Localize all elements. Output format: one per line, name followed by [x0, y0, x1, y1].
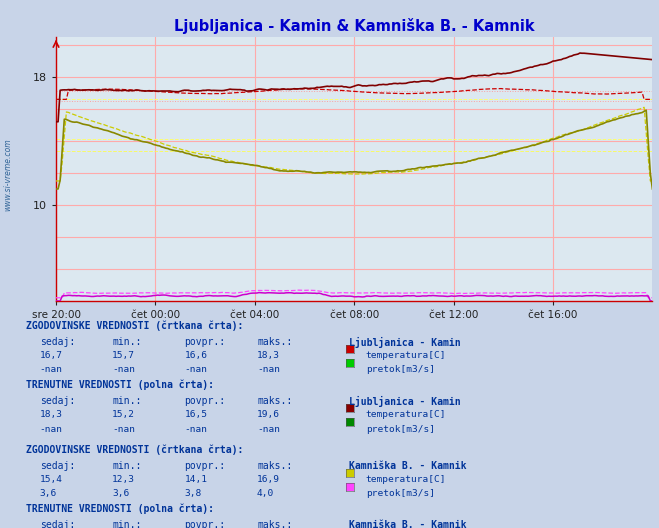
Text: 14,1: 14,1: [185, 475, 208, 484]
Text: -nan: -nan: [112, 365, 135, 374]
Text: pretok[m3/s]: pretok[m3/s]: [366, 489, 435, 498]
Text: 12,3: 12,3: [112, 475, 135, 484]
Text: min.:: min.:: [112, 461, 142, 471]
Text: Ljubljanica - Kamin: Ljubljanica - Kamin: [349, 396, 461, 407]
Text: -nan: -nan: [40, 365, 63, 374]
Text: pretok[m3/s]: pretok[m3/s]: [366, 425, 435, 433]
Text: 18,3: 18,3: [257, 351, 280, 360]
Text: -nan: -nan: [40, 425, 63, 433]
Text: 18,3: 18,3: [40, 410, 63, 419]
Text: 16,9: 16,9: [257, 475, 280, 484]
Text: temperatura[C]: temperatura[C]: [366, 475, 446, 484]
Text: sedaj:: sedaj:: [40, 396, 74, 406]
Text: maks.:: maks.:: [257, 520, 292, 528]
Text: 19,6: 19,6: [257, 410, 280, 419]
Text: sedaj:: sedaj:: [40, 337, 74, 347]
Text: 4,0: 4,0: [257, 489, 274, 498]
Text: Kamniška B. - Kamnik: Kamniška B. - Kamnik: [349, 461, 467, 471]
Text: 16,5: 16,5: [185, 410, 208, 419]
Text: min.:: min.:: [112, 396, 142, 406]
Text: maks.:: maks.:: [257, 396, 292, 406]
Title: Ljubljanica - Kamin & Kamniška B. - Kamnik: Ljubljanica - Kamin & Kamniška B. - Kamn…: [174, 18, 534, 34]
Text: TRENUTNE VREDNOSTI (polna črta):: TRENUTNE VREDNOSTI (polna črta):: [26, 504, 214, 514]
Text: pretok[m3/s]: pretok[m3/s]: [366, 365, 435, 374]
Text: -nan: -nan: [185, 365, 208, 374]
Text: povpr.:: povpr.:: [185, 337, 225, 347]
Text: www.si-vreme.com: www.si-vreme.com: [3, 138, 13, 211]
Text: povpr.:: povpr.:: [185, 461, 225, 471]
Text: Kamniška B. - Kamnik: Kamniška B. - Kamnik: [349, 520, 467, 528]
Text: ZGODOVINSKE VREDNOSTI (črtkana črta):: ZGODOVINSKE VREDNOSTI (črtkana črta):: [26, 320, 244, 331]
Text: temperatura[C]: temperatura[C]: [366, 351, 446, 360]
Text: temperatura[C]: temperatura[C]: [366, 410, 446, 419]
Text: 3,6: 3,6: [40, 489, 57, 498]
Text: -nan: -nan: [257, 425, 280, 433]
Text: TRENUTNE VREDNOSTI (polna črta):: TRENUTNE VREDNOSTI (polna črta):: [26, 380, 214, 390]
Text: sedaj:: sedaj:: [40, 461, 74, 471]
Text: 3,8: 3,8: [185, 489, 202, 498]
Text: maks.:: maks.:: [257, 337, 292, 347]
Text: 15,7: 15,7: [112, 351, 135, 360]
Text: ZGODOVINSKE VREDNOSTI (črtkana črta):: ZGODOVINSKE VREDNOSTI (črtkana črta):: [26, 445, 244, 455]
Text: 16,6: 16,6: [185, 351, 208, 360]
Text: -nan: -nan: [257, 365, 280, 374]
Text: povpr.:: povpr.:: [185, 520, 225, 528]
Text: 15,2: 15,2: [112, 410, 135, 419]
Text: povpr.:: povpr.:: [185, 396, 225, 406]
Text: min.:: min.:: [112, 520, 142, 528]
Text: sedaj:: sedaj:: [40, 520, 74, 528]
Text: -nan: -nan: [112, 425, 135, 433]
Text: maks.:: maks.:: [257, 461, 292, 471]
Text: -nan: -nan: [185, 425, 208, 433]
Text: 15,4: 15,4: [40, 475, 63, 484]
Text: 16,7: 16,7: [40, 351, 63, 360]
Text: 3,6: 3,6: [112, 489, 129, 498]
Text: min.:: min.:: [112, 337, 142, 347]
Text: Ljubljanica - Kamin: Ljubljanica - Kamin: [349, 337, 461, 348]
